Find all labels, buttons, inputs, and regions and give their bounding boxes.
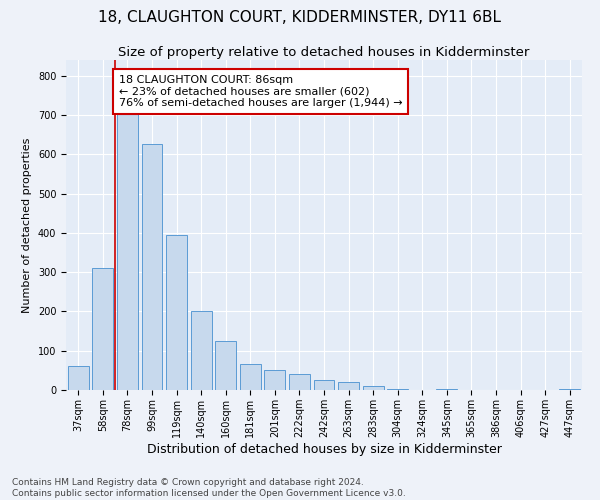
Bar: [142, 144, 163, 390]
Bar: [436, 389, 457, 390]
Bar: [166, 235, 187, 390]
Bar: [240, 364, 261, 390]
Bar: [215, 341, 236, 390]
Text: 18 CLAUGHTON COURT: 86sqm
← 23% of detached houses are smaller (602)
76% of semi: 18 CLAUGHTON COURT: 86sqm ← 23% of detac…: [119, 75, 403, 108]
Bar: [265, 370, 286, 390]
Bar: [338, 382, 359, 390]
Text: Contains HM Land Registry data © Crown copyright and database right 2024.
Contai: Contains HM Land Registry data © Crown c…: [12, 478, 406, 498]
Bar: [362, 386, 383, 390]
Bar: [68, 366, 89, 390]
Bar: [314, 380, 334, 390]
Bar: [191, 312, 212, 390]
Bar: [92, 268, 113, 390]
Bar: [117, 88, 138, 390]
X-axis label: Distribution of detached houses by size in Kidderminster: Distribution of detached houses by size …: [146, 442, 502, 456]
Title: Size of property relative to detached houses in Kidderminster: Size of property relative to detached ho…: [118, 46, 530, 59]
Bar: [289, 374, 310, 390]
Bar: [559, 389, 580, 390]
Y-axis label: Number of detached properties: Number of detached properties: [22, 138, 32, 312]
Bar: [387, 389, 408, 390]
Text: 18, CLAUGHTON COURT, KIDDERMINSTER, DY11 6BL: 18, CLAUGHTON COURT, KIDDERMINSTER, DY11…: [98, 10, 502, 25]
